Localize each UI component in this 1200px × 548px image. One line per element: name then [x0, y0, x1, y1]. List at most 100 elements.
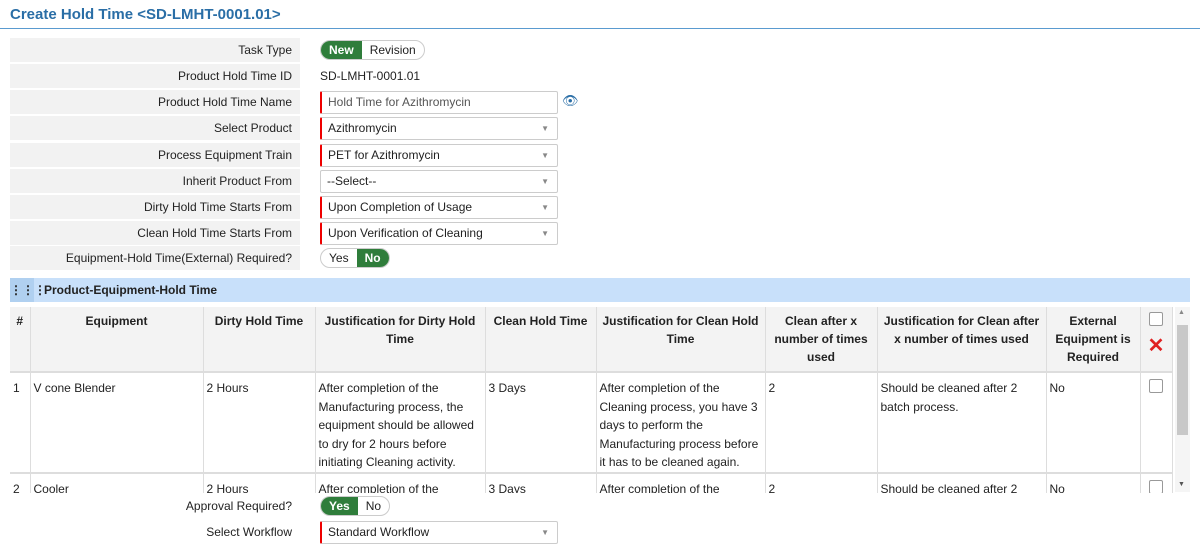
hold-time-table: # Equipment Dirty Hold Time Justificatio…	[10, 307, 1173, 493]
task-type-row: Task Type New Revision	[10, 38, 1180, 62]
dirty-start-select[interactable]: Upon Completion of Usage ▼	[320, 196, 558, 219]
page-title: Create Hold Time <SD-LMHT-0001.01>	[10, 6, 281, 23]
col-clean-after-justification: Justification for Clean after x number o…	[877, 307, 1047, 373]
clean-start-row: Clean Hold Time Starts From Upon Verific…	[10, 221, 1180, 245]
row-checkbox[interactable]	[1149, 379, 1163, 393]
chevron-down-icon: ▼	[541, 124, 549, 133]
chevron-down-icon: ▼	[541, 151, 549, 160]
table-viewport: # Equipment Dirty Hold Time Justificatio…	[0, 307, 1200, 493]
scroll-down-icon[interactable]: ▼	[1178, 481, 1185, 488]
col-clean-hold: Clean Hold Time	[485, 307, 597, 373]
train-row: Process Equipment Train PET for Azithrom…	[10, 143, 1180, 167]
col-clean-after-x: Clean after x number of times used	[765, 307, 878, 373]
title-divider	[0, 28, 1200, 29]
col-select: ✕	[1140, 307, 1173, 373]
dirty-start-row: Dirty Hold Time Starts From Upon Complet…	[10, 195, 1180, 219]
col-external: External Equipment is Required	[1046, 307, 1141, 373]
approval-row: Approval Required? Yes No	[10, 494, 1180, 518]
external-label: Equipment-Hold Time(External) Required?	[10, 246, 300, 270]
grid-icon: ⋮⋮⋮	[10, 278, 46, 302]
id-label: Product Hold Time ID	[10, 64, 300, 88]
product-select[interactable]: Azithromycin ▼	[320, 117, 558, 140]
section-header: ⋮⋮⋮ Product-Equipment-Hold Time	[10, 278, 1190, 302]
chevron-down-icon: ▼	[541, 203, 549, 212]
id-value: SD-LMHT-0001.01	[320, 69, 421, 83]
cell-clean-after-x: 2	[765, 372, 878, 474]
table-header-row: # Equipment Dirty Hold Time Justificatio…	[10, 307, 1173, 373]
select-all-checkbox[interactable]	[1149, 312, 1163, 326]
cell-dirty-hold: 2 Hours	[203, 372, 316, 474]
cell-clean-after-x: 2	[765, 472, 878, 493]
dirty-start-label: Dirty Hold Time Starts From	[10, 195, 300, 219]
cell-clean-justification: After completion of the	[596, 472, 766, 493]
cell-clean-after-justification: Should be cleaned after 2 batch process.	[877, 372, 1047, 474]
chevron-down-icon: ▼	[541, 528, 549, 537]
col-equipment: Equipment	[30, 307, 204, 373]
dirty-start-value: Upon Completion of Usage	[328, 200, 473, 214]
cell-select	[1140, 372, 1173, 474]
chevron-down-icon: ▼	[541, 229, 549, 238]
inherit-row: Inherit Product From --Select-- ▼	[10, 169, 1180, 193]
eye-icon[interactable]: 👁	[562, 93, 579, 108]
row-checkbox[interactable]	[1149, 479, 1163, 493]
external-row: Equipment-Hold Time(External) Required? …	[10, 246, 1180, 270]
col-dirty-justification: Justification for Dirty Hold Time	[315, 307, 486, 373]
section-title: Product-Equipment-Hold Time	[44, 283, 218, 297]
train-value: PET for Azithromycin	[328, 148, 440, 162]
name-row: Product Hold Time Name Hold Time for Azi…	[10, 90, 1180, 114]
cell-dirty-justification: After completion of the Manufacturing pr…	[315, 372, 486, 474]
chevron-down-icon: ▼	[541, 177, 549, 186]
table-scrollbar[interactable]: ▲ ▼	[1175, 307, 1190, 492]
train-select[interactable]: PET for Azithromycin ▼	[320, 144, 558, 167]
cell-clean-hold: 3 Days	[485, 472, 597, 493]
approval-no[interactable]: No	[365, 499, 382, 513]
clean-start-label: Clean Hold Time Starts From	[10, 221, 300, 245]
delete-icon[interactable]: ✕	[1147, 335, 1165, 357]
cell-number: 1	[10, 372, 31, 474]
workflow-row: Select Workflow Standard Workflow ▼	[10, 520, 1180, 544]
external-yes[interactable]: Yes	[329, 251, 349, 265]
scroll-up-icon[interactable]: ▲	[1178, 309, 1185, 316]
approval-label: Approval Required?	[10, 494, 300, 518]
approval-yes[interactable]: Yes	[321, 497, 358, 515]
cell-equipment: V cone Blender	[30, 372, 204, 474]
col-clean-justification: Justification for Clean Hold Time	[596, 307, 766, 373]
workflow-value: Standard Workflow	[328, 525, 430, 539]
name-input[interactable]: Hold Time for Azithromycin	[320, 91, 558, 114]
external-toggle[interactable]: Yes No	[320, 248, 390, 268]
cell-dirty-justification: After completion of the	[315, 472, 486, 493]
inherit-label: Inherit Product From	[10, 169, 300, 193]
product-label: Select Product	[10, 116, 300, 140]
col-dirty-hold: Dirty Hold Time	[203, 307, 316, 373]
cell-equipment: Cooler	[30, 472, 204, 493]
task-type-new[interactable]: New	[321, 41, 362, 59]
cell-clean-hold: 3 Days	[485, 372, 597, 474]
id-row: Product Hold Time ID SD-LMHT-0001.01	[10, 64, 1180, 88]
cell-clean-after-justification: Should be cleaned after 2	[877, 472, 1047, 493]
cell-dirty-hold: 2 Hours	[203, 472, 316, 493]
workflow-label: Select Workflow	[10, 520, 300, 544]
product-row: Select Product Azithromycin ▼	[10, 116, 1180, 140]
cell-external: No	[1046, 372, 1141, 474]
external-no[interactable]: No	[356, 249, 389, 267]
name-label: Product Hold Time Name	[10, 90, 300, 114]
task-type-toggle[interactable]: New Revision	[320, 40, 425, 60]
table-row: 1 V cone Blender 2 Hours After completio…	[10, 372, 1173, 474]
product-value: Azithromycin	[328, 121, 397, 135]
inherit-select[interactable]: --Select-- ▼	[320, 170, 558, 193]
clean-start-select[interactable]: Upon Verification of Cleaning ▼	[320, 222, 558, 245]
cell-clean-justification: After completion of the Cleaning process…	[596, 372, 766, 474]
train-label: Process Equipment Train	[10, 143, 300, 167]
table-row: 2 Cooler 2 Hours After completion of the…	[10, 472, 1173, 493]
workflow-select[interactable]: Standard Workflow ▼	[320, 521, 558, 544]
col-number: #	[10, 307, 31, 373]
clean-start-value: Upon Verification of Cleaning	[328, 226, 483, 240]
inherit-value: --Select--	[327, 174, 377, 188]
cell-select	[1140, 472, 1173, 493]
approval-toggle[interactable]: Yes No	[320, 496, 391, 516]
cell-number: 2	[10, 472, 31, 493]
task-type-label: Task Type	[10, 38, 300, 62]
task-type-revision[interactable]: Revision	[369, 43, 416, 57]
cell-external: No	[1046, 472, 1141, 493]
scrollbar-thumb[interactable]	[1177, 325, 1188, 435]
